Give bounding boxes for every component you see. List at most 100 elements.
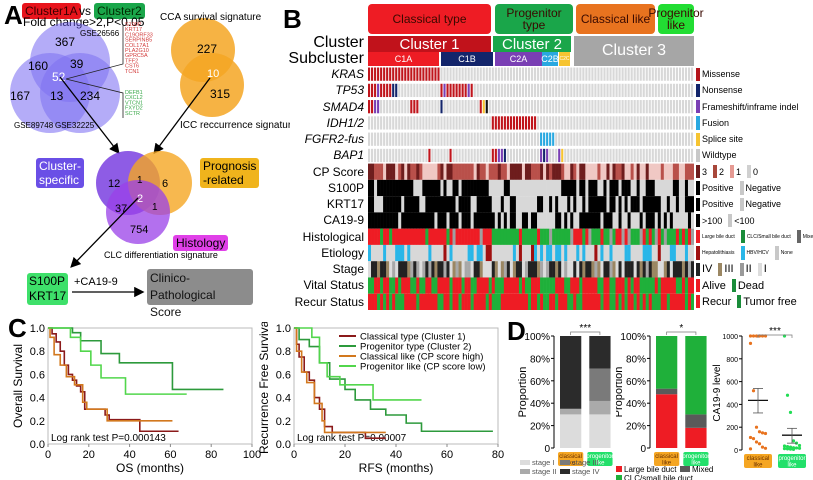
vital-status-cell xyxy=(567,277,571,294)
oncoprint-cell xyxy=(512,67,516,81)
stage-cell xyxy=(449,261,453,278)
stage-cell xyxy=(576,261,580,278)
marker-cell xyxy=(675,212,680,229)
legend-swatch xyxy=(616,466,622,472)
oncoprint-cell xyxy=(672,116,675,130)
oncoprint-cell xyxy=(627,67,630,81)
recur-status-cell xyxy=(443,293,447,310)
marker-cell xyxy=(470,179,474,197)
oncoprint-cell xyxy=(612,148,615,163)
oncoprint-cell xyxy=(585,132,588,146)
cp-score-cell xyxy=(446,163,450,180)
etiology-cell xyxy=(663,244,668,262)
histology-cell xyxy=(660,228,665,245)
oncoprint-cell xyxy=(470,132,473,146)
oncoprint-cell xyxy=(597,67,600,81)
row-label-krt17: KRT17 xyxy=(326,197,364,212)
bar-segment-stage-ii xyxy=(560,408,582,415)
oncoprint-cell xyxy=(639,148,642,163)
data-point xyxy=(791,439,796,443)
recur-status-cell xyxy=(678,293,683,310)
y-tick-label: 1.0 xyxy=(30,323,45,335)
oncoprint-cell xyxy=(540,67,543,81)
legend-swatch xyxy=(740,246,745,260)
marker-cell xyxy=(488,212,493,229)
oncoprint-cell xyxy=(567,67,570,81)
marker-cell xyxy=(555,212,559,229)
oncoprint-cell xyxy=(446,148,449,163)
vital-status-cell xyxy=(512,277,517,294)
oncoprint-cell xyxy=(615,116,618,130)
oncoprint-cell xyxy=(518,83,522,98)
x-tick-label: 40 xyxy=(123,449,135,461)
oncoprint-cell xyxy=(521,148,525,163)
marker-cell xyxy=(609,179,613,197)
stage-cell xyxy=(654,261,659,278)
oncoprint-cell xyxy=(383,132,386,146)
oncoprint-cell xyxy=(687,67,691,81)
histology-cell xyxy=(506,228,511,245)
oncoprint-cell xyxy=(681,100,685,114)
vital-status-cell xyxy=(651,277,656,294)
recur-status-cell xyxy=(588,293,592,310)
up-gene: SERPINB5 xyxy=(125,38,152,44)
stage-cell xyxy=(675,261,680,278)
cp-score-cell xyxy=(564,163,568,180)
oncoprint-cell xyxy=(657,132,660,146)
recur-status-cell xyxy=(455,293,459,310)
oncoprint-cell xyxy=(588,100,591,114)
y-axis-label: Proportion xyxy=(616,367,625,418)
recur-status-cell xyxy=(612,293,616,310)
marker-cell xyxy=(678,179,683,197)
legend-row: Positive Negative xyxy=(696,196,787,212)
y-tick-label: 600 xyxy=(726,380,738,387)
oncoprint-legend: Missense Nonsense Frameshift/inframe indel… xyxy=(696,66,813,310)
oncoprint-cell xyxy=(585,100,588,114)
recur-status-cell xyxy=(669,293,674,310)
marker-cell xyxy=(552,196,556,213)
etiology-cell xyxy=(567,244,571,262)
histology-cell xyxy=(567,228,571,245)
oncoprint-cell xyxy=(395,132,398,146)
oncoprint-cell xyxy=(549,100,552,114)
stage-cell xyxy=(461,261,465,278)
legend-swatch xyxy=(713,165,718,179)
cp-score-cell xyxy=(371,163,375,180)
etiology-cell xyxy=(657,244,662,262)
recur-status-cell xyxy=(380,293,384,310)
etiology-cell xyxy=(579,244,583,262)
stage-cell xyxy=(537,261,541,278)
y-tick-label: 0.4 xyxy=(276,393,291,405)
recur-status-cell xyxy=(407,293,411,310)
oncoprint-cell xyxy=(524,148,528,163)
legend-entry: stage II xyxy=(532,467,557,476)
oncoprint-cell xyxy=(555,116,558,130)
cp-score-cell xyxy=(579,163,583,180)
marker-cell xyxy=(663,196,668,213)
marker-cell xyxy=(488,196,493,213)
oncoprint-cell xyxy=(503,67,506,81)
recur-status-cell xyxy=(413,293,417,310)
cp-score-cell xyxy=(491,163,496,180)
cp-score-cell xyxy=(663,163,668,180)
legend-swatch xyxy=(696,165,700,179)
data-point xyxy=(763,446,768,450)
histology-cell xyxy=(392,228,396,245)
etiology-cell xyxy=(404,244,408,262)
marker-cell xyxy=(672,196,677,213)
cp-score-cell xyxy=(546,163,550,180)
histology-cell xyxy=(467,228,471,245)
marker-cell xyxy=(567,212,571,229)
etiology-cell xyxy=(627,244,631,262)
oncoprint-cell xyxy=(506,67,509,81)
stage-cell xyxy=(630,261,634,278)
marker-cell xyxy=(534,179,538,197)
oncoprint-cell xyxy=(654,148,657,163)
cp-score-cell xyxy=(512,163,517,180)
histology-cell xyxy=(521,228,526,245)
oncoprint-cell xyxy=(491,148,494,163)
stage-cell xyxy=(410,261,414,278)
oncoprint-cell xyxy=(434,148,437,163)
oncoprint-cell xyxy=(431,83,434,98)
